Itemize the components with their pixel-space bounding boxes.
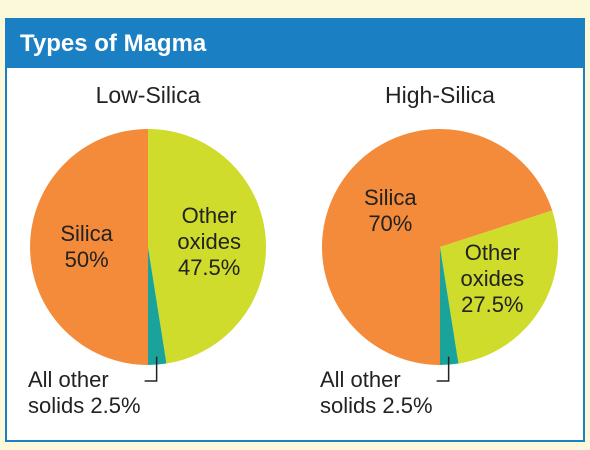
- slice-label: Other oxides 27.5%: [450, 240, 534, 318]
- pie-slice: [322, 129, 553, 365]
- leader-line: [144, 356, 158, 382]
- slice-value: 70%: [368, 210, 413, 236]
- pie-slice: [440, 210, 558, 364]
- slice-label: Other oxides 47.5%: [167, 203, 251, 281]
- slice-label: Silica 50%: [45, 221, 129, 273]
- slice-value: 2.5%: [90, 392, 141, 418]
- pie-slice: [148, 129, 266, 364]
- pie-slice: [440, 247, 459, 365]
- slice-value: 50%: [64, 247, 109, 272]
- leader-line: [436, 356, 450, 382]
- slice-value: 47.5%: [177, 255, 241, 281]
- slice-category: All other solids: [28, 367, 109, 418]
- pie-title: High-Silica: [385, 82, 495, 108]
- slice-label: All other solids 2.5%: [320, 367, 452, 419]
- slice-category: All other solids: [320, 367, 401, 418]
- header-title: Types of Magma: [7, 20, 583, 68]
- slice-label: Silica 70%: [348, 185, 432, 237]
- pie-title: Low-Silica: [95, 82, 201, 108]
- slice-category: Other oxides: [177, 203, 241, 255]
- slice-category: Silica: [60, 221, 113, 247]
- pie-slice: [148, 247, 167, 365]
- pie-slice: [30, 129, 148, 365]
- slice-value: 2.5%: [382, 392, 433, 418]
- slice-category: Other oxides: [460, 240, 525, 292]
- slice-value: 27.5%: [461, 292, 524, 318]
- slice-category: Silica: [364, 184, 417, 210]
- slice-label: All other solids 2.5%: [28, 367, 160, 419]
